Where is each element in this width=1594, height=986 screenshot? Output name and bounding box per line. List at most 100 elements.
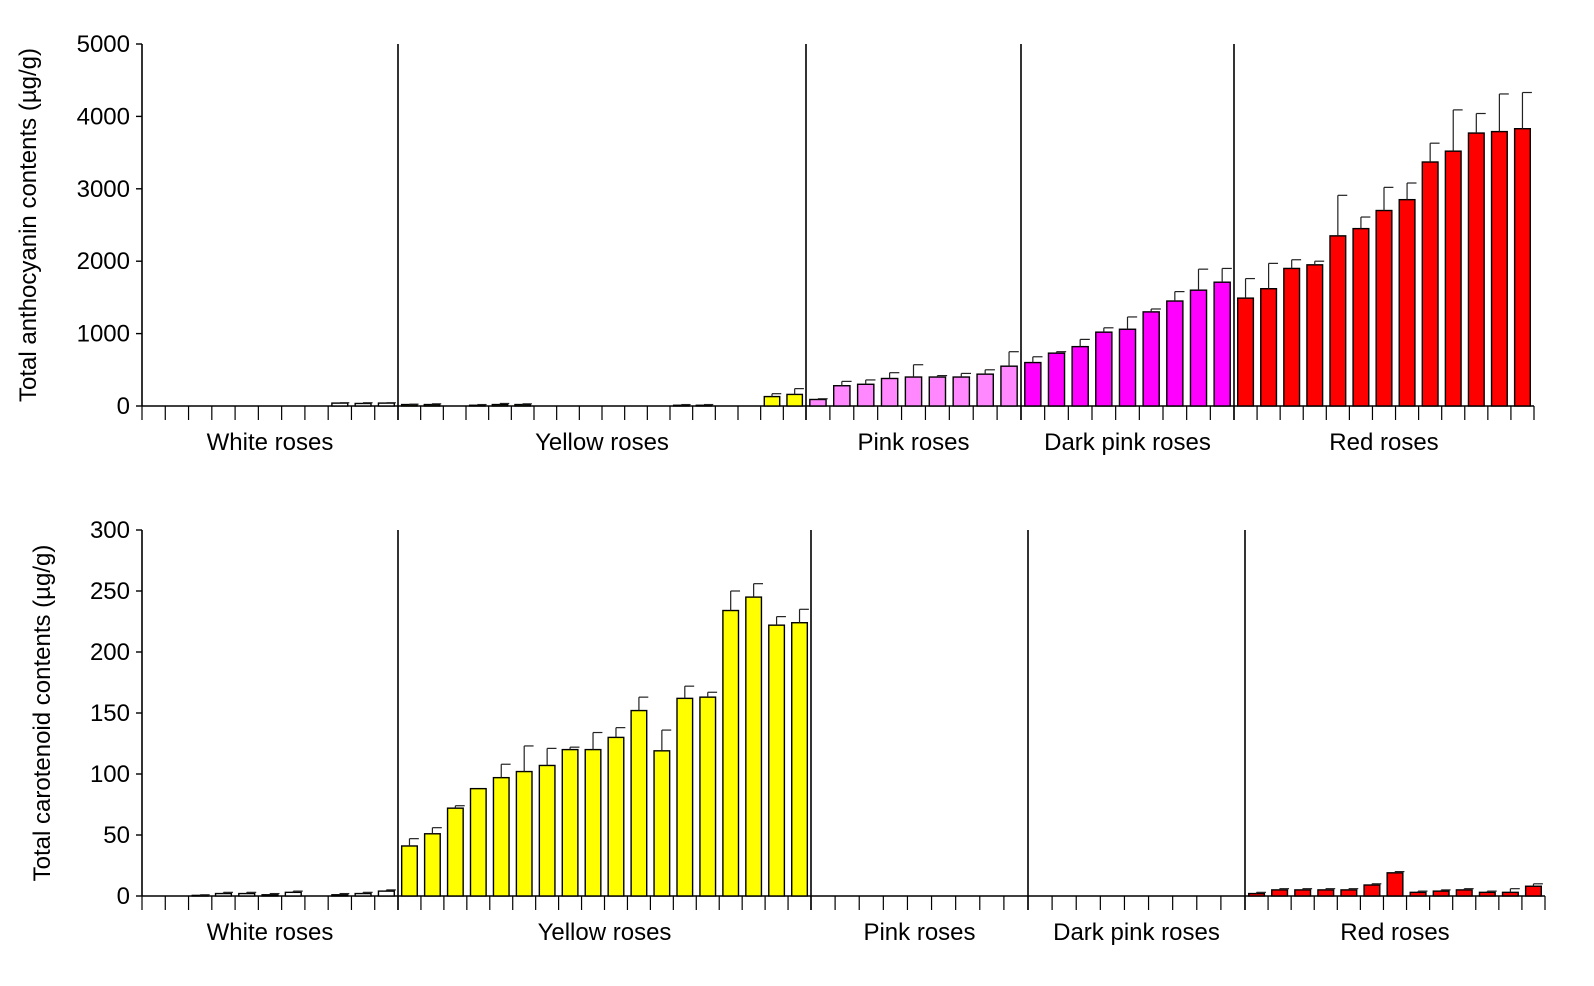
bar xyxy=(1260,288,1278,407)
bar xyxy=(1142,311,1160,407)
bar xyxy=(904,376,923,407)
bar xyxy=(1306,264,1324,407)
bar xyxy=(1247,892,1266,897)
y-tick-label: 150 xyxy=(90,700,130,727)
bar xyxy=(284,891,302,897)
bar xyxy=(1047,352,1066,407)
bar xyxy=(1294,889,1312,897)
y-tick-label: 300 xyxy=(90,517,130,544)
anthocyanin-panel: 0 1000 2000 3000 4000 5000 Total anthocyanin c… xyxy=(15,31,1535,456)
bar xyxy=(584,748,602,897)
bar xyxy=(1236,297,1255,407)
group-label: Dark pink roses xyxy=(1053,919,1220,946)
bar xyxy=(856,383,875,407)
bar xyxy=(1340,889,1358,897)
bar xyxy=(1283,267,1301,407)
bar xyxy=(1409,891,1427,897)
y-tick-label: 4000 xyxy=(77,103,130,130)
group-label: Dark pink roses xyxy=(1044,429,1211,456)
bar xyxy=(1513,128,1532,407)
y-tick-label: 50 xyxy=(103,822,130,849)
bar xyxy=(214,892,233,897)
bar xyxy=(976,373,994,407)
bar xyxy=(952,376,971,407)
bar xyxy=(191,894,209,897)
bar xyxy=(630,709,648,897)
bar xyxy=(261,894,279,897)
y-tick-label: 1000 xyxy=(77,321,130,348)
group-label: Pink roses xyxy=(863,919,975,946)
bar xyxy=(1432,890,1450,897)
bar xyxy=(423,833,441,897)
bar xyxy=(331,894,349,897)
bar xyxy=(1024,361,1042,407)
y-tick-label: 0 xyxy=(117,393,130,420)
bar xyxy=(1118,328,1137,407)
bar xyxy=(607,736,625,897)
y-axis-label: Total anthocyanin contents (µg/g) xyxy=(15,48,42,402)
bar xyxy=(1189,289,1208,407)
bar xyxy=(514,403,532,407)
bar xyxy=(400,845,418,897)
bar xyxy=(1490,130,1508,407)
bar xyxy=(672,404,690,407)
bar xyxy=(1524,885,1543,897)
bar xyxy=(469,787,487,897)
y-tick-label: 200 xyxy=(90,639,130,666)
bar xyxy=(1478,891,1496,897)
bar xyxy=(676,697,694,897)
group-label: Yellow roses xyxy=(538,919,672,946)
bar xyxy=(722,609,740,897)
bar xyxy=(354,402,372,407)
bar xyxy=(561,748,579,897)
carotenoid-panel: 0 50 100 150 200 250 300 Total carotenoid conte… xyxy=(29,517,1546,946)
bar xyxy=(1398,198,1416,407)
y-tick-label: 100 xyxy=(90,761,130,788)
bar xyxy=(238,892,256,897)
group-label: Red roses xyxy=(1340,919,1449,946)
bar xyxy=(1329,235,1347,407)
bar xyxy=(1421,161,1439,407)
bar xyxy=(1000,365,1018,407)
bar xyxy=(354,892,372,897)
bar xyxy=(768,624,786,897)
bar xyxy=(1271,889,1289,897)
bar xyxy=(492,776,510,897)
bar xyxy=(423,403,441,407)
y-tick-label: 2000 xyxy=(77,248,130,275)
bar xyxy=(786,393,804,407)
y-tick-label: 250 xyxy=(90,578,130,605)
group-label: Yellow roses xyxy=(535,429,669,456)
y-tick-label: 5000 xyxy=(77,31,130,58)
bar xyxy=(1352,227,1370,407)
bar xyxy=(1467,132,1485,407)
bar xyxy=(446,807,464,897)
y-tick-label: 3000 xyxy=(77,176,130,203)
bar xyxy=(763,395,781,407)
bar xyxy=(791,622,809,897)
bar xyxy=(1166,300,1184,407)
bar xyxy=(1317,889,1335,897)
bar xyxy=(491,403,509,407)
y-tick-label: 0 xyxy=(117,883,130,910)
bar xyxy=(1455,889,1473,897)
bar xyxy=(809,398,827,407)
bar xyxy=(515,770,533,897)
group-label: Red roses xyxy=(1329,429,1438,456)
bar xyxy=(331,402,349,407)
bar xyxy=(699,696,717,897)
bar xyxy=(1501,891,1519,897)
bar xyxy=(695,404,713,407)
bar xyxy=(833,385,851,407)
bar xyxy=(880,377,899,407)
group-label: White roses xyxy=(207,429,334,456)
group-label: White roses xyxy=(207,919,334,946)
bar xyxy=(1386,872,1404,897)
bar xyxy=(653,750,671,897)
bar xyxy=(1444,150,1462,407)
bar xyxy=(1375,209,1393,407)
group-label: Pink roses xyxy=(857,429,969,456)
bar xyxy=(928,376,947,407)
bar xyxy=(468,404,486,407)
